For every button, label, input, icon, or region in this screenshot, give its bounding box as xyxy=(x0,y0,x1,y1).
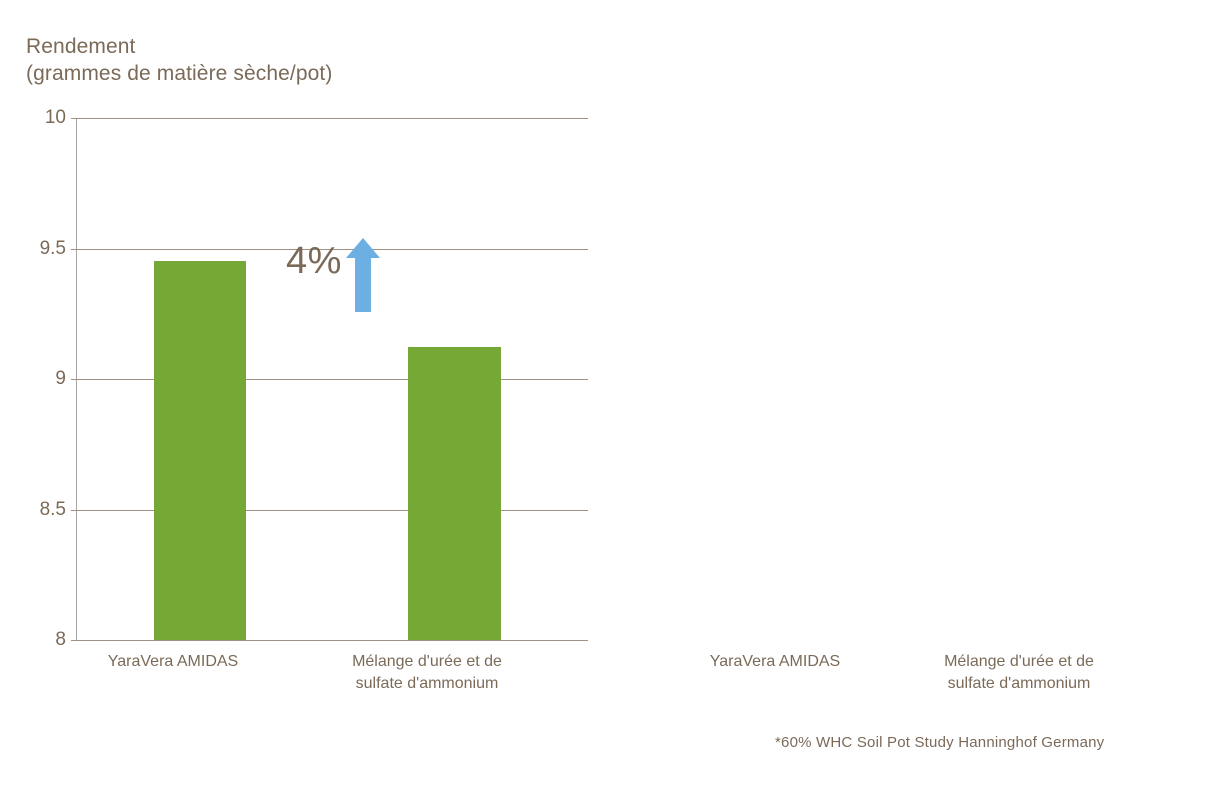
category-label-line1: Mélange d'urée et de xyxy=(944,653,1094,670)
ytick-label-9: 9 xyxy=(55,368,66,389)
ytick-label-8: 8 xyxy=(55,629,66,650)
tick-mark-8 xyxy=(71,640,77,641)
tick-mark-10 xyxy=(71,118,77,119)
bar-melange-uree-sulfate-ammonium[interactable] xyxy=(408,347,501,640)
gridline-10: 10 xyxy=(45,107,588,128)
category-label-line2: sulfate d'ammonium xyxy=(947,675,1091,692)
chart-title-rendement: Rendement (grammes de matière sèche/pot) xyxy=(26,33,332,87)
category-label-line2: sulfate d'ammonium xyxy=(355,675,499,692)
ytick-label-9-5: 9.5 xyxy=(39,238,66,259)
category-label-line1: Mélange d'urée et de xyxy=(352,653,502,670)
annotation-increase-rendement: 4% xyxy=(286,238,380,317)
gridline-9-5: 9.5 xyxy=(40,238,588,259)
chart-efficacite-azote: Efficacité d'usage de l'azote [%] 100% 9… xyxy=(615,0,1229,806)
gridline-8-5: 8.5 xyxy=(40,499,588,520)
annotation-percent-label: 4% xyxy=(286,240,342,282)
category-label-yaravera-amidas-right: YaraVera AMIDAS xyxy=(675,651,875,673)
category-label-melange-left: Mélange d'urée et de sulfate d'ammonium xyxy=(327,651,527,695)
tick-mark-9-5 xyxy=(71,249,77,250)
gridline-8: 8 xyxy=(55,629,588,650)
chart-title-line1: Rendement xyxy=(26,35,136,58)
ytick-label-10: 10 xyxy=(44,107,66,128)
chart-rendement: Rendement (grammes de matière sèche/pot) … xyxy=(26,33,588,695)
tick-mark-9 xyxy=(71,379,77,380)
chart-title-line2: (grammes de matière sèche/pot) xyxy=(26,62,333,85)
arrow-up-icon xyxy=(345,238,380,317)
category-label-line1: YaraVera AMIDAS xyxy=(709,653,841,670)
plot-area-rendement: 10 9.5 9 8.5 8 4% xyxy=(40,107,588,650)
footnote-source: *60% WHC Soil Pot Study Hanninghof Germa… xyxy=(775,734,1105,751)
gridline-9: 9 xyxy=(55,368,588,389)
tick-mark-8-5 xyxy=(71,510,77,511)
category-label-line1: YaraVera AMIDAS xyxy=(107,653,239,670)
ytick-label-8-5: 8.5 xyxy=(39,499,66,520)
category-label-yaravera-amidas-left: YaraVera AMIDAS xyxy=(73,651,273,673)
category-label-melange-right: Mélange d'urée et de sulfate d'ammonium xyxy=(919,651,1119,695)
bar-yaravera-amidas[interactable] xyxy=(154,261,246,640)
